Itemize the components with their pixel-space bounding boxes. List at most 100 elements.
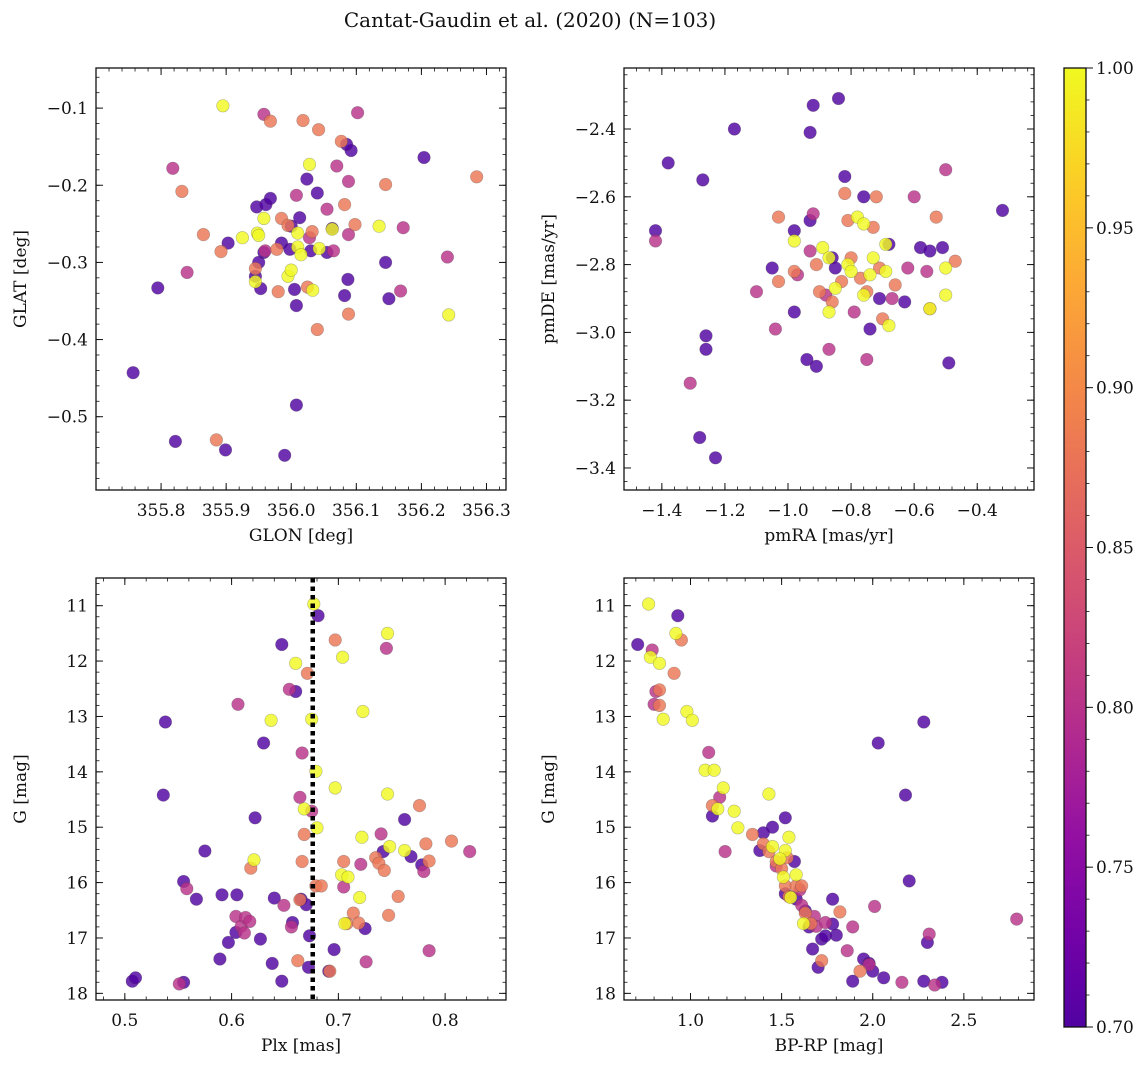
scatter-point [263,191,278,205]
scatter-point [863,322,877,336]
scatter-point [275,974,289,988]
x-tick-label: 0.6 [218,1011,245,1031]
scatter-point [829,928,843,942]
scatter-point [297,802,311,816]
scatter-point [253,932,267,946]
scatter-point [463,844,477,859]
scatter-point [643,650,658,664]
scatter-point [857,217,871,231]
scatter-point [271,285,285,299]
scatter-point [867,899,882,914]
x-tick-label: 1.0 [677,1011,704,1031]
scatter-point [275,637,289,652]
scatter-point [749,285,764,299]
scatter-point [727,804,741,818]
y-tick-label: 14 [594,763,616,783]
scatter-point [846,974,860,988]
scatter-point [806,207,820,221]
scatter-point [935,241,950,255]
scatter-point [683,376,697,390]
scatter-point [341,174,356,188]
scatter-point [902,874,916,888]
x-ticks: −1.4 −1.2 −1.0 −0.8 −0.6 −0.4 [623,68,1029,521]
y-tick-label: 17 [594,929,616,949]
scatter-point [879,264,893,279]
scatter-point [939,163,953,177]
scatter-point [289,656,303,670]
scatter-point [258,244,272,258]
panel-plx-gmag: 0.5 0.6 0.7 0.8 11 12 13 14 15 16 17 18 Plx [mas] G [… [11,577,507,1056]
scatter-point [776,870,791,884]
scatter-points [126,99,484,462]
scatter-point [306,283,320,297]
scatter-point [863,268,877,282]
scatter-point [857,288,871,302]
scatter-point [341,272,355,287]
scatter-point [248,275,262,289]
scatter-point [809,258,824,272]
y-tick-label: 11 [594,597,616,617]
y-tick-label: 15 [594,818,616,838]
scatter-point [289,398,304,412]
scatter-point [398,812,412,827]
scatter-point [803,125,817,139]
scatter-point [218,443,233,457]
scatter-point [707,763,721,777]
y-tick-label: −2.8 [575,256,616,276]
scatter-point [652,683,667,697]
scatter-point [380,626,395,641]
y-tick-label: −2.6 [575,188,616,208]
scatter-point [825,892,840,906]
scatter-point [289,188,304,202]
scatter-point [745,827,760,842]
y-ticks: −0.1 −0.2 −0.3 −0.4 −0.5 [47,76,506,479]
x-axis-label: Plx [mas] [261,1036,341,1056]
scatter-point [822,251,836,265]
scatter-point [816,241,830,255]
scatter-point [156,788,170,802]
scatter-point [784,890,798,905]
scatter-point [787,234,801,248]
scatter-point [661,156,675,170]
scatter-point [412,798,427,813]
scatter-point [923,244,937,258]
y-tick-label: 12 [594,652,616,672]
scatter-point [336,650,350,664]
scatter-point [296,113,310,128]
scatter-point [330,159,344,173]
y-tick-label: −0.3 [47,253,88,273]
scatter-point [235,231,249,245]
y-tick-label: 18 [594,984,616,1004]
scatter-point [844,264,858,279]
y-axis-label: pmDE [mas/yr] [539,214,559,344]
scatter-point [297,827,311,842]
scatter-point [768,322,783,336]
y-tick-label: −3.2 [575,391,616,411]
scatter-point [247,853,261,867]
scatter-point [888,278,902,292]
scatter-point [289,299,304,313]
x-tick-label: 355.9 [202,501,251,521]
scatter-point [257,211,271,225]
colorbar-tick-label: 1.00 [1096,59,1134,79]
scatter-point [287,282,302,297]
scatter-point [795,879,809,893]
scatter-point [353,890,367,905]
scatter-point [341,228,356,242]
scatter-point [351,106,365,120]
scatter-point [215,888,229,902]
scatter-point [860,352,874,367]
scatter-point [470,170,484,184]
scatter-point [284,920,299,934]
x-axis-label: pmRA [mas/yr] [764,526,893,546]
scatter-point [879,237,893,251]
scatter-points [648,91,1010,465]
scatter-point [293,893,307,907]
scatter-point [284,263,298,277]
scatter-point [773,852,787,866]
colorbar-tick-label: 0.70 [1096,1018,1134,1038]
scatter-point [787,305,801,319]
scatter-point [652,656,667,670]
x-tick-label: −1.4 [641,501,682,521]
